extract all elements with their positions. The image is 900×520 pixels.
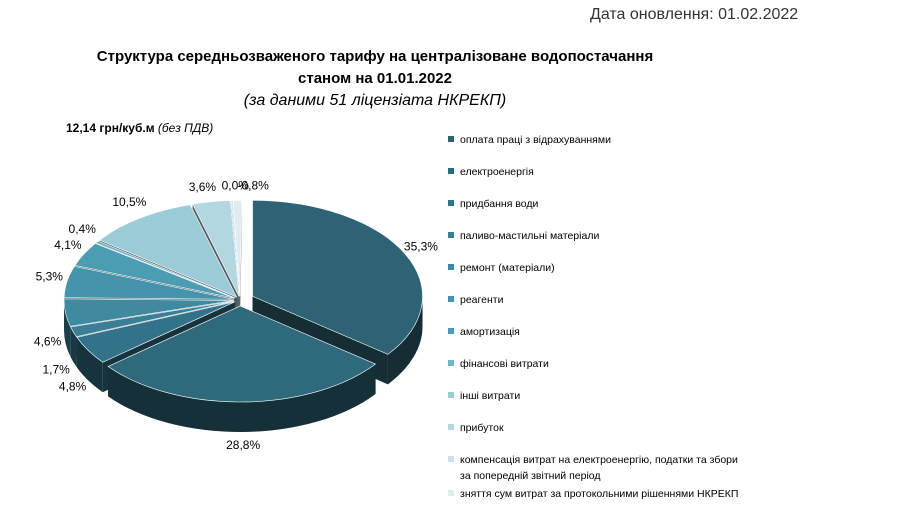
pie-slice — [95, 240, 236, 299]
slice-value-label: 10,5% — [112, 195, 146, 209]
legend-label: паливо-мастильні матеріали — [460, 230, 600, 242]
pie-slice — [63, 266, 235, 300]
legend-label: фінансові витрати — [460, 358, 549, 370]
legend-swatch — [448, 360, 454, 366]
legend-swatch — [448, 392, 454, 398]
legend-swatch — [448, 296, 454, 302]
legend-label: електроенергія — [460, 166, 534, 178]
legend-swatch — [448, 168, 454, 174]
legend-label: прибуток — [460, 422, 504, 434]
pie-slice — [192, 200, 240, 297]
pie-slice-side — [70, 326, 77, 367]
legend-label: реагенти — [460, 294, 504, 306]
slice-value-label: 0,0% — [222, 179, 250, 193]
legend-swatch — [448, 490, 454, 496]
slice-value-label: 0,4% — [69, 222, 97, 236]
pie-slice — [63, 298, 235, 327]
slice-value-label: 5,3% — [36, 269, 64, 283]
legend-swatch — [448, 264, 454, 270]
pie-slice-side — [76, 337, 103, 393]
pie-slice — [107, 305, 377, 403]
legend-label: оплата праці з відрахуваннями — [460, 134, 611, 146]
pie-slice — [76, 301, 235, 363]
pie-slice-side — [387, 296, 423, 385]
slice-value-label: 3,6% — [189, 180, 217, 194]
legend-label: амортизація — [460, 326, 520, 338]
update-date: Дата оновлення: 01.02.2022 — [590, 6, 799, 23]
legend-swatch — [448, 136, 454, 142]
legend-swatch — [448, 424, 454, 430]
tariff-total-note: (без ПДВ) — [157, 121, 214, 135]
slice-value-label: 35,3% — [404, 240, 438, 254]
slice-value-label: 4,8% — [59, 380, 87, 394]
slice-value-label: -0,8% — [237, 179, 269, 193]
slice-value-label: 1,7% — [43, 362, 71, 376]
chart-title-block: Структура середньозваженого тарифу на це… — [40, 46, 710, 112]
legend-label: інші витрати — [460, 390, 521, 402]
legend-swatch — [448, 456, 454, 462]
slice-value-label: 28,8% — [226, 438, 260, 452]
legend-swatch — [448, 328, 454, 334]
pie-slice — [230, 200, 241, 297]
slice-value-label: 4,6% — [34, 335, 62, 349]
chart-subtitle: (за даними 51 ліцензіата НКРЕКП) — [243, 92, 507, 109]
legend-label: компенсація витрат на електроенергію, по… — [460, 454, 738, 482]
chart-title-line1: Структура середньозваженого тарифу на це… — [96, 48, 654, 65]
pie-slice — [98, 204, 238, 298]
pie-slice — [252, 199, 423, 355]
slice-value-label: 4,1% — [54, 238, 82, 252]
tariff-total-value: 12,14 грн/куб.м — [66, 121, 155, 135]
pie-slice — [70, 300, 235, 338]
legend-label: зняття сум витрат за протокольними рішен… — [460, 488, 739, 500]
pie-slice — [74, 243, 235, 299]
pie-slice-side — [108, 364, 376, 432]
legend-label: ремонт (матеріали) — [460, 262, 555, 274]
tariff-total: 12,14 грн/куб.м (без ПДВ) — [66, 121, 213, 135]
legend-swatch — [448, 200, 454, 206]
chart-title-line2: станом на 01.01.2022 — [298, 70, 452, 87]
legend-label: придбання води — [460, 198, 539, 210]
legend-swatch — [448, 232, 454, 238]
